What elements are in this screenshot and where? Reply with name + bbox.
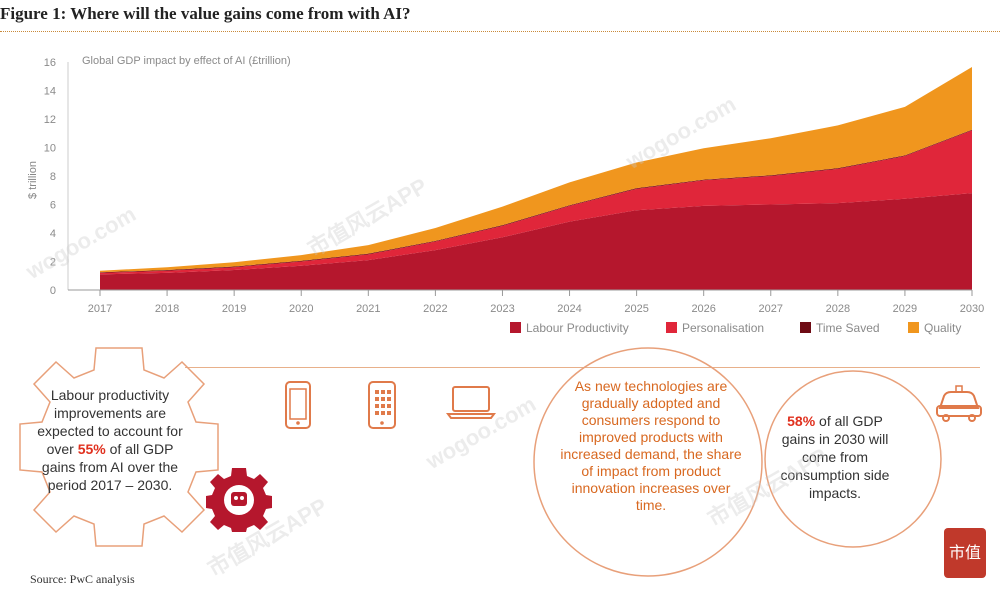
area-series-group: [100, 66, 972, 290]
laptop-icon: [446, 386, 496, 419]
product-innovation-note: As new technologies are gradually adopte…: [560, 378, 742, 513]
consumption-impact-note: 58% of all GDP gains in 2030 will come f…: [770, 412, 900, 502]
chart-legend: Labour Productivity Personalisation Time S…: [510, 321, 961, 335]
impact-circles: [533, 347, 942, 577]
x-tick-label: 2023: [490, 303, 514, 315]
labour-productivity-note: Labour productivity improvements are exp…: [30, 386, 190, 494]
y-axis-label: $ trillion: [27, 161, 39, 199]
legend-swatch: [908, 322, 919, 333]
x-tick-label: 2024: [557, 303, 581, 315]
logo-text: 市值: [949, 543, 981, 562]
y-tick-label: 8: [50, 171, 56, 183]
x-tick-label: 2026: [691, 303, 715, 315]
chart-title: Global GDP impact by effect of AI (£tril…: [82, 55, 291, 67]
y-tick-label: 6: [50, 200, 56, 212]
figure-title: Figure 1: Where will the value gains com…: [0, 4, 411, 23]
area-series-personalisation: [100, 130, 972, 275]
timeline-line: [185, 367, 980, 368]
gear-note-text-1: Labour productivity improvements are exp…: [37, 387, 183, 457]
gear-note-percentage: 55%: [77, 441, 106, 457]
consumption-impact-percentage: 58%: [787, 413, 816, 429]
x-tick-label: 2019: [222, 303, 246, 315]
legend-label: Quality: [924, 321, 961, 335]
x-tick-label: 2018: [155, 303, 179, 315]
x-tick-label: 2029: [893, 303, 917, 315]
car-icon: [936, 385, 982, 422]
gear-note-text-2: of all GDP gains from AI over the period…: [41, 441, 179, 493]
x-tick-label: 2020: [289, 303, 313, 315]
y-tick-label: 2: [50, 257, 56, 269]
x-tick-label: 2030: [960, 303, 984, 315]
title-divider: [0, 31, 1000, 32]
x-tick-label: 2017: [88, 303, 112, 315]
y-tick-label: 0: [50, 285, 56, 297]
smartphone-icon: [285, 381, 311, 429]
robot-gear-icon: [206, 468, 272, 532]
brand-logo: 市值: [944, 528, 986, 578]
legend-swatch: [510, 322, 521, 333]
y-tick-label: 12: [44, 114, 56, 126]
product-innovation-circle: [533, 347, 763, 577]
gear-outline-icon: [19, 347, 219, 547]
y-tick-label: 10: [44, 143, 56, 155]
y-tick-label: 14: [44, 86, 56, 98]
consumption-impact-circle: [764, 370, 942, 548]
y-tick-label: 4: [50, 228, 56, 240]
x-axis: 2017 2018 2019 2020 2021 2022 2023 2024 2025 2026…: [68, 289, 984, 315]
legend-swatch: [800, 322, 811, 333]
tablet-apps-icon: [368, 381, 396, 429]
y-tick-label: 16: [44, 57, 56, 69]
legend-swatch: [666, 322, 677, 333]
consumption-impact-text: of all GDP gains in 2030 will come from …: [780, 413, 890, 501]
legend-label: Labour Productivity: [526, 321, 629, 335]
x-tick-label: 2027: [759, 303, 783, 315]
legend-label: Time Saved: [816, 321, 880, 335]
gdp-area-chart: Global GDP impact by effect of AI (£tril…: [27, 55, 984, 335]
x-tick-label: 2022: [423, 303, 447, 315]
legend-label: Personalisation: [682, 321, 764, 335]
area-series-labour-productivity: [100, 193, 972, 290]
x-tick-label: 2028: [826, 303, 850, 315]
area-series-quality: [100, 66, 972, 273]
y-axis: 0 2 4 6 8 10 12 14 16: [44, 57, 69, 297]
x-tick-label: 2021: [356, 303, 380, 315]
x-tick-label: 2025: [624, 303, 648, 315]
source-note: Source: PwC analysis: [30, 572, 135, 586]
